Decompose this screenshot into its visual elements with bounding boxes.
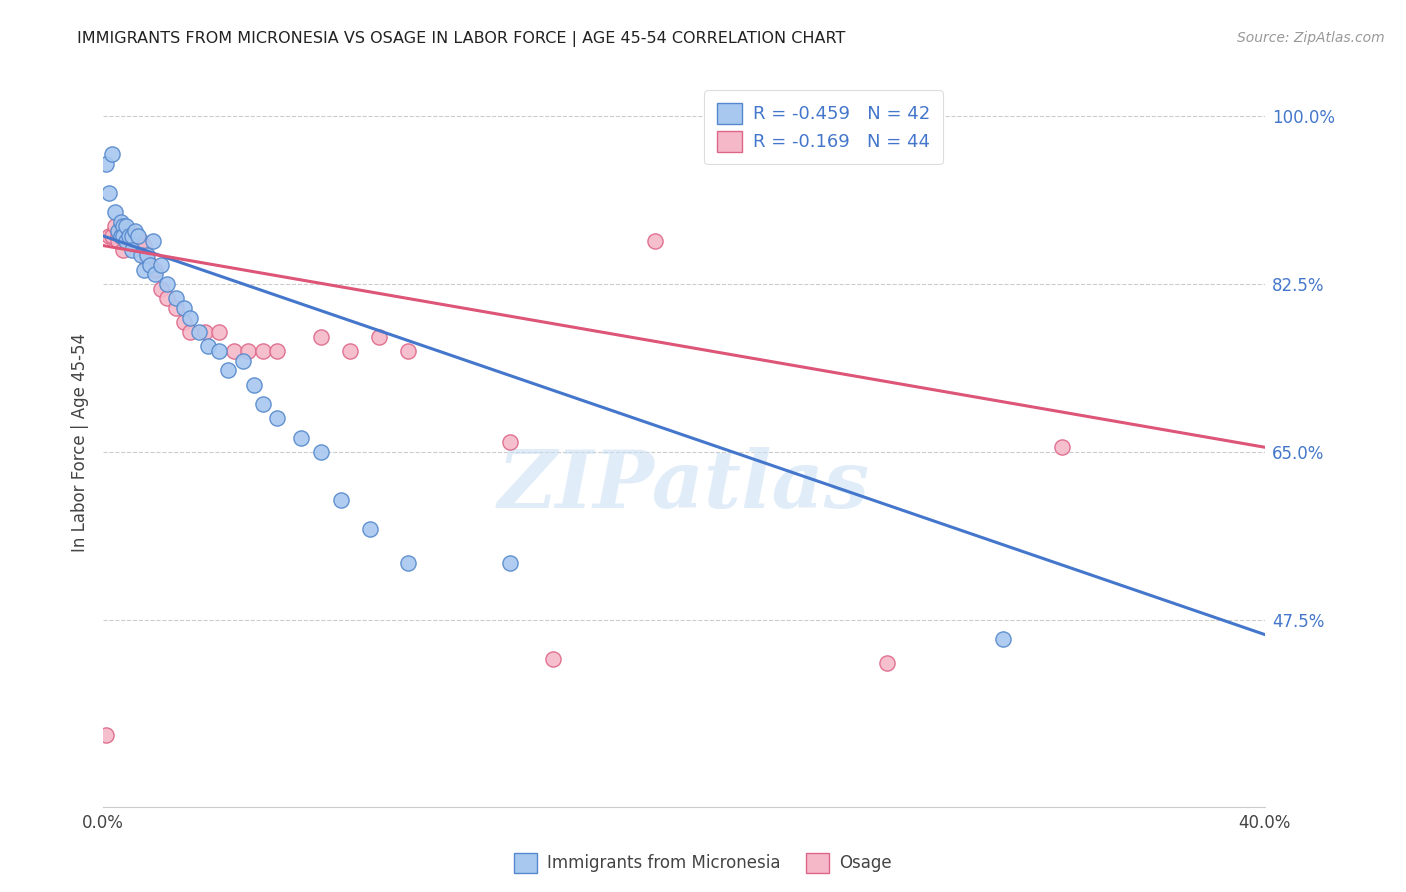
Legend: R = -0.459   N = 42, R = -0.169   N = 44: R = -0.459 N = 42, R = -0.169 N = 44 xyxy=(704,90,942,164)
Point xyxy=(194,325,217,339)
Point xyxy=(252,344,274,359)
Point xyxy=(543,651,565,665)
Point xyxy=(876,657,898,671)
Point xyxy=(243,377,266,392)
Point xyxy=(135,252,157,267)
Point xyxy=(309,445,332,459)
Point xyxy=(222,344,245,359)
Point xyxy=(110,228,132,243)
Point xyxy=(135,248,157,262)
Point xyxy=(112,228,135,243)
Point xyxy=(110,228,132,243)
Point xyxy=(266,344,288,359)
Point xyxy=(173,315,195,329)
Point xyxy=(107,228,129,243)
Point xyxy=(104,205,127,219)
Point xyxy=(156,291,179,305)
Point xyxy=(107,224,129,238)
Point xyxy=(115,234,138,248)
Point xyxy=(124,228,146,243)
Point xyxy=(138,258,160,272)
Point xyxy=(127,234,149,248)
Point xyxy=(118,228,141,243)
Point xyxy=(217,363,239,377)
Point xyxy=(101,228,124,243)
Point xyxy=(124,234,146,248)
Point xyxy=(165,291,187,305)
Point xyxy=(141,234,163,248)
Y-axis label: In Labor Force | Age 45-54: In Labor Force | Age 45-54 xyxy=(72,333,89,552)
Point xyxy=(129,248,152,262)
Point xyxy=(208,325,231,339)
Point xyxy=(118,224,141,238)
Point xyxy=(129,234,152,248)
Point xyxy=(396,556,419,570)
Point xyxy=(368,330,391,344)
Point xyxy=(173,301,195,315)
Point xyxy=(104,219,127,234)
Point xyxy=(101,147,124,161)
Point xyxy=(94,728,117,742)
Point xyxy=(127,228,149,243)
Point xyxy=(115,234,138,248)
Point xyxy=(110,214,132,228)
Point xyxy=(110,219,132,234)
Point xyxy=(644,234,666,248)
Point xyxy=(252,397,274,411)
Point xyxy=(124,224,146,238)
Point xyxy=(396,344,419,359)
Point xyxy=(339,344,361,359)
Point xyxy=(208,344,231,359)
Point xyxy=(112,228,135,243)
Point xyxy=(150,258,173,272)
Point xyxy=(238,344,260,359)
Point xyxy=(112,219,135,234)
Point xyxy=(330,493,353,508)
Point xyxy=(132,262,155,277)
Text: IMMIGRANTS FROM MICRONESIA VS OSAGE IN LABOR FORCE | AGE 45-54 CORRELATION CHART: IMMIGRANTS FROM MICRONESIA VS OSAGE IN L… xyxy=(77,31,845,47)
Point xyxy=(231,353,253,368)
Point xyxy=(138,258,160,272)
Point xyxy=(1050,440,1073,454)
Point xyxy=(266,411,288,425)
Point xyxy=(121,234,143,248)
Point xyxy=(993,632,1015,647)
Point xyxy=(97,228,120,243)
Point xyxy=(115,219,138,234)
Point xyxy=(309,330,332,344)
Point xyxy=(165,301,187,315)
Point xyxy=(118,228,141,243)
Point xyxy=(145,262,167,277)
Point xyxy=(132,238,155,252)
Point xyxy=(499,435,522,450)
Point xyxy=(197,339,219,353)
Point xyxy=(179,325,201,339)
Point xyxy=(499,556,522,570)
Point xyxy=(150,282,173,296)
Point xyxy=(94,157,117,171)
Text: ZIPatlas: ZIPatlas xyxy=(498,448,870,525)
Point xyxy=(97,186,120,200)
Point xyxy=(121,228,143,243)
Point xyxy=(156,277,179,291)
Point xyxy=(112,244,135,258)
Point xyxy=(359,522,381,536)
Point xyxy=(121,244,143,258)
Point xyxy=(115,228,138,243)
Point xyxy=(121,234,143,248)
Point xyxy=(188,325,211,339)
Point xyxy=(145,268,167,282)
Point xyxy=(179,310,201,325)
Point xyxy=(290,431,312,445)
Text: Source: ZipAtlas.com: Source: ZipAtlas.com xyxy=(1237,31,1385,45)
Legend: Immigrants from Micronesia, Osage: Immigrants from Micronesia, Osage xyxy=(508,847,898,880)
Point xyxy=(107,234,129,248)
